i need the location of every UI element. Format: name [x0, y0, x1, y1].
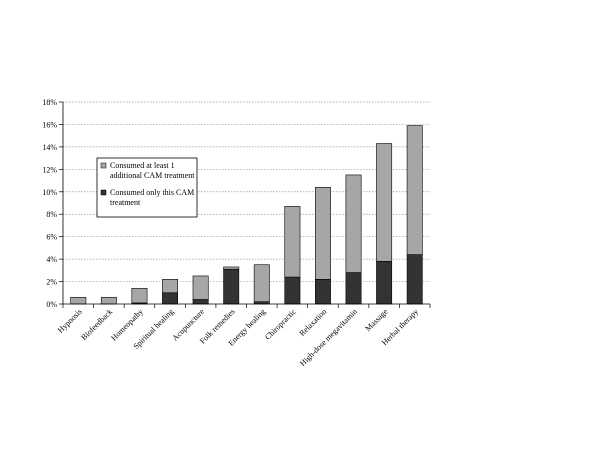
legend-label: treatment: [110, 198, 141, 207]
bar-segment: [223, 268, 240, 305]
bar-segment: [345, 272, 362, 305]
bar-segment: [70, 296, 87, 305]
bar-segment: [253, 264, 270, 303]
bar-segment: [131, 287, 148, 304]
bar-segment: [284, 206, 301, 278]
y-tick-label: 10%: [42, 188, 57, 197]
category-label: Chiropractic: [263, 307, 298, 342]
y-tick-label: 14%: [42, 143, 57, 152]
bar-segment: [162, 292, 178, 305]
bar-segment: [284, 276, 301, 305]
legend-label: Consumed only this CAM: [110, 188, 194, 197]
legend-swatch: [100, 162, 107, 169]
bar-segment: [100, 296, 117, 305]
y-axis: 0% 2% 4% 6% 8% 10% 12% 14% 16% 18%: [42, 98, 64, 309]
bar-segment: [315, 279, 331, 305]
bar-segment: [192, 299, 209, 305]
bar-segment: [192, 275, 209, 300]
bar-segment: [406, 254, 423, 305]
bar-segment: [223, 266, 240, 270]
category-label: Relaxation: [298, 307, 329, 338]
legend-swatch: [100, 189, 107, 196]
bar-segment: [315, 186, 331, 280]
legend-label: Consumed at least 1: [110, 161, 175, 170]
bar-segment: [162, 279, 178, 294]
category-label: Hypnosis: [56, 307, 84, 335]
legend-label: additional CAM treatment: [110, 171, 195, 180]
bar-segment: [376, 143, 393, 262]
y-tick-label: 16%: [42, 120, 57, 129]
y-tick-label: 0%: [46, 300, 57, 309]
bar-segment: [345, 174, 362, 273]
category-label: High-dose megavitamin: [298, 307, 359, 368]
y-tick-label: 2%: [46, 278, 57, 287]
y-tick-label: 4%: [46, 255, 57, 264]
y-tick-label: 12%: [42, 165, 57, 174]
bar-segment: [376, 261, 393, 305]
legend-box: [96, 157, 198, 218]
y-tick-label: 6%: [46, 233, 57, 242]
bars: [70, 125, 423, 305]
y-tick-label: 8%: [46, 210, 57, 219]
bar-segment: [406, 125, 423, 255]
y-tick-label: 18%: [42, 98, 57, 107]
category-label: Massage: [363, 307, 389, 333]
